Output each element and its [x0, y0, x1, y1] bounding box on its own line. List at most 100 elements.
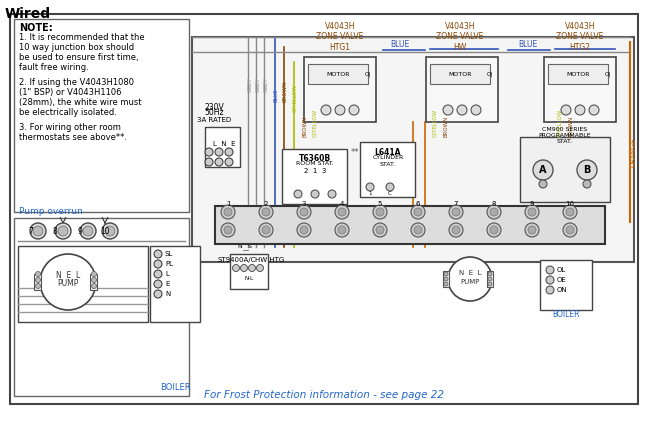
Circle shape: [444, 272, 448, 276]
Text: 5: 5: [378, 201, 382, 207]
Bar: [308, 64, 368, 84]
Circle shape: [36, 278, 41, 282]
Text: 2. If using the V4043H1080: 2. If using the V4043H1080: [19, 78, 134, 87]
Text: L: L: [165, 271, 169, 277]
Circle shape: [349, 105, 359, 115]
Text: 4: 4: [340, 201, 344, 207]
Circle shape: [577, 160, 597, 180]
Circle shape: [40, 254, 96, 310]
Circle shape: [528, 208, 536, 216]
Text: N: N: [165, 291, 170, 297]
Text: BROWN: BROWN: [443, 116, 448, 137]
Circle shape: [33, 226, 43, 236]
Circle shape: [241, 265, 248, 271]
Text: For Frost Protection information - see page 22: For Frost Protection information - see p…: [204, 390, 444, 400]
Text: 6: 6: [416, 201, 421, 207]
Circle shape: [225, 158, 233, 166]
Circle shape: [102, 223, 118, 239]
Circle shape: [488, 277, 492, 281]
Text: 2: 2: [264, 201, 269, 207]
Circle shape: [83, 226, 93, 236]
Text: E: E: [165, 281, 170, 287]
Circle shape: [449, 223, 463, 237]
Text: V4043H
ZONE VALVE
HTG1: V4043H ZONE VALVE HTG1: [316, 22, 364, 52]
Circle shape: [566, 226, 574, 234]
Bar: [215, 206, 605, 244]
Circle shape: [259, 205, 273, 219]
Circle shape: [488, 272, 492, 276]
Text: G/YELLOW: G/YELLOW: [558, 109, 562, 137]
Text: HW HTG: HW HTG: [255, 257, 284, 263]
Circle shape: [154, 290, 162, 298]
Text: 8: 8: [53, 227, 58, 235]
Circle shape: [311, 190, 319, 198]
Text: BROWN: BROWN: [283, 81, 287, 102]
Circle shape: [490, 226, 498, 234]
Bar: [90, 274, 97, 290]
Text: be used to ensure first time,: be used to ensure first time,: [19, 53, 138, 62]
Bar: [14, 19, 189, 212]
Text: A: A: [539, 165, 547, 175]
Bar: [540, 260, 592, 310]
Text: 1: 1: [368, 191, 372, 196]
Circle shape: [221, 205, 235, 219]
Circle shape: [528, 226, 536, 234]
Text: **: **: [351, 148, 359, 157]
Bar: [230, 254, 268, 289]
Circle shape: [373, 223, 387, 237]
Text: L641A: L641A: [375, 148, 401, 157]
Text: BLUE: BLUE: [518, 40, 538, 49]
Bar: [520, 137, 610, 202]
Circle shape: [448, 257, 492, 301]
Text: L  N  E: L N E: [213, 141, 236, 147]
Text: GREY: GREY: [263, 77, 269, 92]
Circle shape: [525, 205, 539, 219]
Circle shape: [248, 265, 256, 271]
Text: GREY: GREY: [248, 77, 252, 92]
Circle shape: [487, 205, 501, 219]
Circle shape: [566, 208, 574, 216]
Circle shape: [452, 208, 460, 216]
Circle shape: [386, 183, 394, 191]
Bar: [150, 246, 200, 322]
Text: be electrically isolated.: be electrically isolated.: [19, 108, 117, 117]
Text: BLUE: BLUE: [274, 88, 278, 102]
Text: O|: O|: [487, 71, 493, 77]
Circle shape: [533, 160, 553, 180]
Text: PL: PL: [165, 261, 173, 267]
Circle shape: [414, 208, 422, 216]
Text: N: N: [237, 244, 243, 249]
Text: 3. For wiring other room: 3. For wiring other room: [19, 123, 121, 132]
Text: MOTOR: MOTOR: [448, 71, 472, 76]
Circle shape: [563, 223, 577, 237]
Circle shape: [563, 205, 577, 219]
Circle shape: [546, 276, 554, 284]
Bar: [360, 142, 415, 197]
Circle shape: [328, 190, 336, 198]
Text: B: B: [584, 165, 591, 175]
Text: S: S: [248, 244, 252, 249]
Circle shape: [488, 282, 492, 286]
Text: 7: 7: [454, 201, 458, 207]
Circle shape: [259, 223, 273, 237]
Text: G/YELLOW: G/YELLOW: [292, 84, 298, 112]
Circle shape: [224, 226, 232, 234]
Bar: [18, 246, 148, 322]
Circle shape: [300, 226, 308, 234]
Circle shape: [449, 205, 463, 219]
Circle shape: [205, 158, 213, 166]
Text: thermostats see above**.: thermostats see above**.: [19, 133, 127, 142]
Circle shape: [561, 105, 571, 115]
Text: 7: 7: [28, 227, 33, 235]
Text: V4043H
ZONE VALVE
HTG2: V4043H ZONE VALVE HTG2: [556, 22, 604, 52]
Text: 8: 8: [492, 201, 496, 207]
Text: NOTE:: NOTE:: [19, 23, 53, 33]
Text: G/YELLOW: G/YELLOW: [432, 109, 437, 137]
Circle shape: [91, 271, 96, 276]
Circle shape: [373, 205, 387, 219]
Circle shape: [443, 105, 453, 115]
Circle shape: [335, 223, 349, 237]
Circle shape: [525, 223, 539, 237]
Text: Pump overrun: Pump overrun: [19, 207, 83, 216]
Circle shape: [411, 223, 425, 237]
